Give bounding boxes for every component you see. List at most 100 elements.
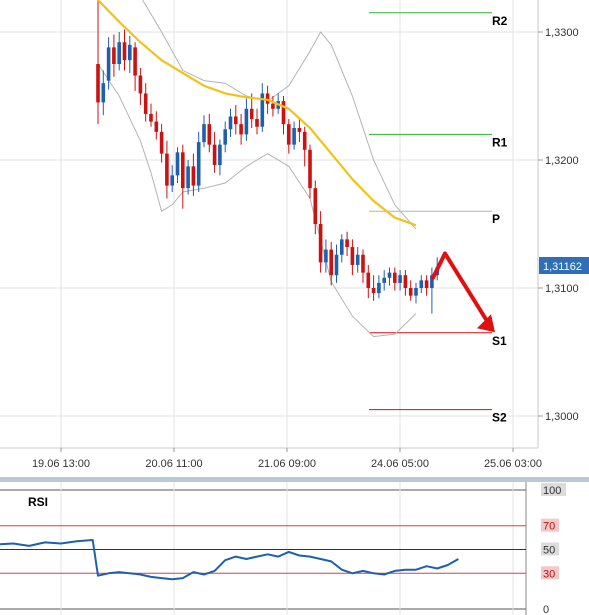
rsi-panel: RSI 100 70 50 30 0 — [0, 482, 566, 615]
candle-body — [403, 275, 408, 288]
candle-body — [191, 166, 196, 186]
candle-body — [430, 275, 434, 288]
candle-body — [234, 116, 238, 125]
candle-body — [419, 280, 424, 288]
candle-body — [297, 128, 302, 132]
price-tick-label: 1,3000 — [545, 411, 579, 423]
vertical-gridlines — [60, 0, 514, 448]
forecast-arrow-head — [477, 314, 495, 333]
candle-body — [154, 121, 159, 132]
candlesticks[interactable] — [96, 0, 439, 314]
candle-body — [308, 149, 312, 189]
price-tick-label: 1,3200 — [545, 155, 579, 167]
candle-body — [202, 124, 206, 143]
candle-body — [292, 128, 296, 145]
rsi-label-bg — [541, 483, 566, 496]
candle-body — [287, 124, 291, 145]
candle-body — [165, 153, 169, 186]
candle-body — [334, 254, 339, 276]
candle-body — [101, 83, 106, 103]
rsi-line — [0, 539, 459, 581]
rsi-tick-label: 0 — [543, 604, 549, 615]
rsi-label-bg — [541, 566, 559, 580]
candle-body — [96, 64, 100, 103]
rsi-label-bg — [541, 518, 559, 532]
candle-body — [340, 239, 344, 255]
candle-body — [302, 131, 307, 150]
candle-body — [249, 108, 254, 120]
candle-body — [398, 275, 402, 283]
candle-body — [181, 152, 185, 189]
candle-body — [318, 224, 323, 263]
rsi-tick-label: 70 — [543, 521, 555, 533]
forecast-arrow — [431, 251, 495, 333]
bollinger-lower — [97, 63, 417, 338]
price-tick-label: 1,3300 — [545, 27, 579, 39]
time-tick-label: 24.06 05:00 — [371, 458, 429, 470]
candle-body — [228, 116, 233, 130]
pivot-levels: R2 R1 P S1 S2 — [369, 12, 508, 425]
candle-body — [133, 47, 137, 76]
candle-body — [106, 47, 111, 81]
candle-body — [218, 144, 222, 166]
candle-body — [424, 280, 429, 288]
rsi-axis-labels: 100 70 50 30 0 — [541, 483, 566, 615]
candle-body — [393, 272, 397, 283]
candle-body — [387, 272, 392, 278]
candle-body — [377, 282, 381, 294]
price-axis: 1,3000 1,3100 1,3200 1,3300 — [538, 27, 579, 423]
candle-body — [355, 254, 360, 265]
candle-body — [143, 93, 148, 114]
candle-body — [414, 288, 418, 296]
candle-body — [366, 272, 371, 288]
time-tick-label: 21.06 09:00 — [258, 458, 316, 470]
time-tick-label: 20.06 11:00 — [145, 458, 202, 470]
candle-body — [175, 152, 180, 176]
level-label-s1: S1 — [492, 334, 507, 348]
candle-body — [122, 42, 127, 61]
candle-body — [255, 119, 259, 127]
time-axis: 19.06 13:00 20.06 11:00 21.06 09:00 24.06 0… — [0, 447, 542, 470]
rsi-label-bg — [541, 542, 559, 556]
candle-body — [271, 103, 275, 109]
moving-average — [96, 0, 417, 227]
candle-body — [382, 277, 386, 283]
candle-body — [239, 124, 243, 135]
rsi-panel-title: RSI — [28, 495, 48, 509]
candle-body — [329, 249, 333, 276]
price-tag-background — [539, 257, 589, 274]
candle-body — [117, 42, 121, 64]
candle-body — [324, 249, 328, 263]
candle-body — [138, 75, 143, 94]
rsi-tick-label: 50 — [543, 545, 555, 557]
moving-average-line — [96, 0, 417, 227]
forecast-arrow-shaft — [431, 251, 491, 327]
rsi-vertical-gridlines — [60, 482, 514, 615]
horizontal-gridlines — [0, 31, 538, 417]
price-tick-label: 1,3100 — [545, 283, 579, 295]
time-tick-label: 25.06 03:00 — [484, 458, 542, 470]
candle-body — [345, 239, 349, 248]
price-tag-value: 1,31162 — [543, 261, 582, 273]
candle-body — [408, 288, 413, 296]
candle-body — [281, 101, 286, 125]
rsi-tick-label: 30 — [543, 568, 555, 580]
candle-body — [170, 175, 174, 186]
panel-separator[interactable] — [0, 477, 589, 482]
last-price-tag: 1,31162 — [539, 257, 589, 274]
time-tick-label: 19.06 13:00 — [32, 458, 90, 470]
level-label-p: P — [492, 212, 500, 226]
candle-body — [244, 108, 249, 135]
candle-body — [207, 124, 212, 145]
candle-body — [186, 166, 190, 189]
candle-body — [350, 247, 355, 265]
rsi-polyline — [0, 539, 459, 581]
rsi-tick-label: 100 — [543, 485, 561, 497]
candle-body — [260, 93, 265, 127]
candle-body — [223, 129, 227, 145]
level-label-s2: S2 — [492, 411, 507, 425]
rsi-reference-lines — [0, 525, 526, 574]
candle-body — [265, 93, 270, 104]
level-label-r1: R1 — [492, 135, 508, 149]
